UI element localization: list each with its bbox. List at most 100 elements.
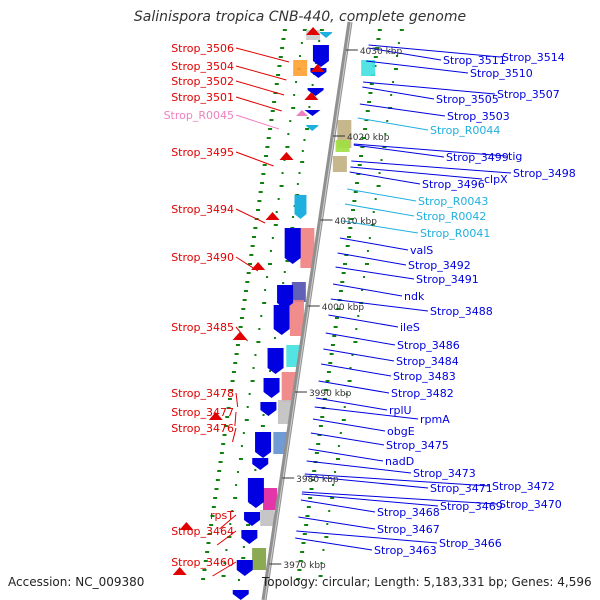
gc-dot xyxy=(296,578,301,580)
gc-dot xyxy=(230,380,235,382)
gc-dot xyxy=(335,458,340,460)
gc-dot xyxy=(269,250,272,252)
leader-line xyxy=(235,47,290,63)
gc-dot xyxy=(375,47,380,49)
gc-dot xyxy=(293,94,296,96)
gc-dot xyxy=(235,484,238,486)
leader-line xyxy=(314,406,419,420)
gc-dot xyxy=(355,328,358,330)
gc-dot xyxy=(217,470,222,472)
gc-dot xyxy=(373,56,378,58)
leader-line xyxy=(312,418,386,432)
gc-dot xyxy=(257,200,262,202)
left-label: Strop_3494 xyxy=(171,203,234,216)
gc-dot xyxy=(238,326,243,328)
gc-dot xyxy=(262,414,265,416)
gc-dot xyxy=(269,370,272,372)
gc-dot xyxy=(226,407,231,409)
gc-dot xyxy=(341,419,346,421)
gc-dot xyxy=(249,254,254,256)
gc-dot xyxy=(304,524,309,526)
gc-dot xyxy=(397,42,400,44)
kbp-tick-label: 4000 kbp xyxy=(322,303,365,313)
gc-dot xyxy=(233,497,238,499)
gc-dot xyxy=(300,551,305,553)
gc-dot xyxy=(222,434,227,436)
gc-dot xyxy=(268,128,273,130)
gc-dot xyxy=(341,272,346,274)
genome-backbone xyxy=(261,21,353,600)
gc-dot xyxy=(332,484,335,486)
gc-dot xyxy=(281,172,284,174)
left-gene-arrow xyxy=(306,27,321,35)
left-gene-arrow xyxy=(310,64,325,72)
leader-line xyxy=(344,203,415,217)
leader-line xyxy=(219,514,237,530)
leader-line xyxy=(235,392,239,408)
left-gene-arrow xyxy=(208,412,223,420)
gc-dot xyxy=(205,551,210,553)
gc-dot xyxy=(279,185,284,187)
leader-line xyxy=(234,411,237,427)
gc-dot xyxy=(372,211,375,213)
leader-line xyxy=(300,499,376,513)
gc-dot xyxy=(300,42,303,44)
kbp-tick-label: 3990 kbp xyxy=(309,389,352,399)
diagram-title: Salinispora tropica CNB-440, complete ge… xyxy=(133,9,467,25)
backbone-line xyxy=(261,21,353,600)
gc-dot xyxy=(369,83,374,85)
gene-box xyxy=(289,300,304,336)
gc-dot xyxy=(367,101,372,103)
gene-box xyxy=(332,156,347,172)
right-gene-arrow xyxy=(284,228,301,264)
gc-dot xyxy=(246,524,251,526)
gc-dot xyxy=(282,29,287,31)
gc-dot xyxy=(260,182,265,184)
gc-dot xyxy=(399,29,404,31)
gc-dot xyxy=(308,497,313,499)
gc-dot xyxy=(318,40,321,42)
gc-dot xyxy=(324,389,329,391)
right-gene-arrow xyxy=(312,45,329,67)
right-label: Strop_3484 xyxy=(396,355,459,368)
gc-dot xyxy=(275,211,278,213)
gc-dot xyxy=(246,272,251,274)
right-label: Strop_3486 xyxy=(397,339,460,352)
gc-dot xyxy=(210,515,215,517)
gc-dot xyxy=(221,443,226,445)
gc-dot xyxy=(364,263,369,265)
right-gene-arrow xyxy=(244,512,261,526)
right-label: Strop_R0043 xyxy=(418,195,488,208)
right-label: Strop_R0041 xyxy=(420,227,490,240)
left-label: Strop_3495 xyxy=(171,146,234,159)
gc-dot xyxy=(377,29,382,31)
gc-dot xyxy=(285,146,290,148)
gc-dot xyxy=(305,128,310,130)
right-gene-arrow xyxy=(260,402,277,416)
gc-dot xyxy=(277,65,282,67)
gc-dot xyxy=(310,479,315,481)
leader-line xyxy=(368,44,501,58)
gc-dot xyxy=(345,393,348,395)
gc-dot xyxy=(332,335,337,337)
right-label: Strop_3475 xyxy=(386,439,449,452)
right-gene-arrow xyxy=(255,432,272,458)
gc-dot xyxy=(308,106,311,108)
right-label: Strop_3505 xyxy=(436,93,499,106)
right-label: Strop_3510 xyxy=(470,67,533,80)
gc-dot xyxy=(298,172,301,174)
gc-dot xyxy=(298,55,301,57)
gc-dot xyxy=(240,445,243,447)
gc-dot xyxy=(395,55,398,57)
right-label: Strop_3469 xyxy=(440,500,503,513)
gc-dot xyxy=(322,549,325,551)
leader-line xyxy=(325,332,396,346)
gc-dot xyxy=(295,81,298,83)
gc-dot xyxy=(213,497,218,499)
gc-dot xyxy=(229,523,232,525)
gc-dot xyxy=(223,562,226,564)
right-gene-arrow xyxy=(232,590,249,600)
right-label: Strop_3498 xyxy=(513,167,576,180)
gc-dot xyxy=(338,290,343,292)
gc-dot xyxy=(242,299,247,301)
